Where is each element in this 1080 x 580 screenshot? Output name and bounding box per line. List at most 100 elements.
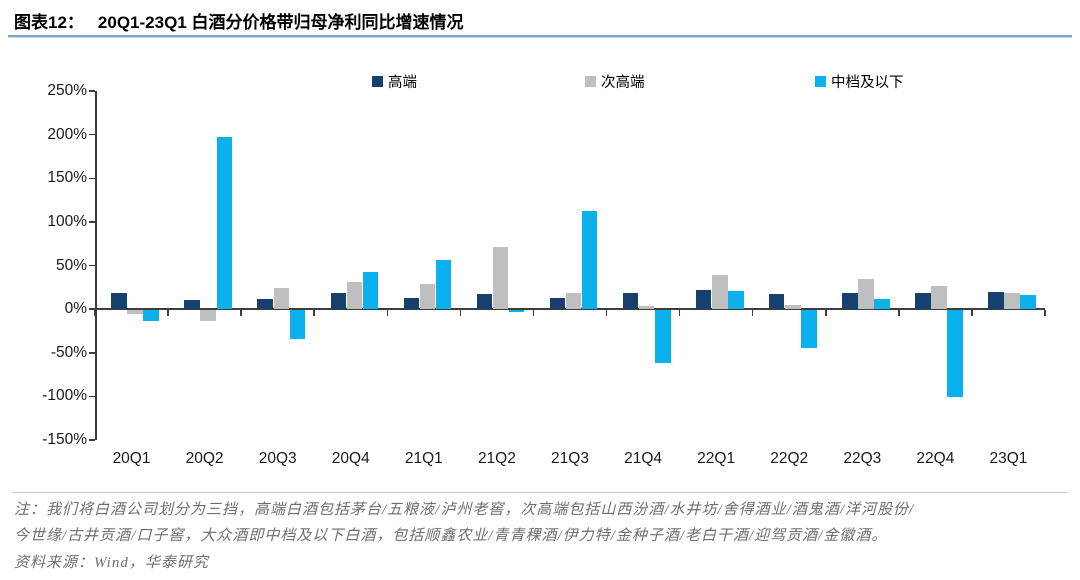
bar bbox=[655, 310, 671, 364]
title-divider bbox=[8, 35, 1072, 37]
x-axis-label: 21Q2 bbox=[477, 450, 516, 467]
y-axis-tick bbox=[89, 439, 95, 441]
y-axis-tick bbox=[89, 90, 95, 92]
x-axis-tick bbox=[240, 310, 242, 317]
y-axis-label: -150% bbox=[42, 431, 87, 448]
legend-label: 次高端 bbox=[601, 74, 645, 91]
bar bbox=[257, 298, 273, 310]
bar bbox=[403, 297, 420, 310]
legend-item: 次高端 bbox=[585, 72, 645, 91]
bar bbox=[330, 293, 347, 310]
x-axis-label: 20Q3 bbox=[258, 450, 297, 467]
bar bbox=[111, 293, 127, 310]
bar bbox=[581, 210, 598, 310]
y-axis-tick bbox=[89, 221, 95, 223]
y-axis-label: -50% bbox=[50, 343, 87, 361]
bar bbox=[695, 289, 712, 310]
x-axis-tick bbox=[459, 310, 462, 317]
y-axis-label: 0% bbox=[64, 300, 87, 318]
bar bbox=[143, 310, 159, 321]
x-axis-label: 23Q1 bbox=[989, 450, 1028, 467]
x-axis-tick bbox=[678, 310, 681, 317]
legend-swatch bbox=[815, 75, 826, 87]
chart-legend: 高端 次高端 中档及以下 bbox=[0, 72, 1080, 91]
bar bbox=[419, 283, 436, 310]
bar bbox=[492, 247, 509, 310]
bar bbox=[622, 293, 639, 310]
legend-label: 高端 bbox=[388, 74, 417, 91]
x-axis-tick bbox=[971, 310, 973, 317]
bar bbox=[768, 294, 785, 310]
chart-note-line2: 今世缘/古井贡酒/口子窖，大众酒即中档及以下白酒，包括顺鑫农业/青青稞酒/伊力特… bbox=[14, 528, 888, 544]
y-axis-label: 200% bbox=[47, 125, 87, 143]
x-axis-label: 21Q3 bbox=[551, 450, 589, 467]
bar bbox=[931, 286, 947, 310]
bar bbox=[728, 290, 744, 310]
bar bbox=[1004, 293, 1020, 310]
bar bbox=[947, 310, 963, 398]
x-axis-tick bbox=[313, 310, 315, 317]
x-axis-tick bbox=[605, 310, 608, 317]
chart-note-line1: 注：我们将白酒公司划分为三挡，高端白酒包括茅台/五粮液/泸州老窖，次高端包括山西… bbox=[14, 502, 915, 518]
x-axis-label: 22Q2 bbox=[770, 450, 809, 467]
x-axis-label: 20Q4 bbox=[331, 450, 370, 467]
legend-item: 中档及以下 bbox=[815, 72, 904, 91]
x-axis-label: 20Q2 bbox=[185, 450, 224, 467]
y-axis-label: -100% bbox=[42, 387, 87, 405]
notes-divider bbox=[12, 492, 1068, 493]
bar bbox=[549, 297, 566, 310]
y-axis-line bbox=[95, 91, 97, 440]
bar bbox=[801, 310, 817, 348]
x-axis-tick bbox=[94, 310, 96, 317]
bar bbox=[988, 291, 1004, 310]
y-axis-tick bbox=[89, 308, 95, 310]
y-axis-tick bbox=[89, 395, 95, 398]
x-axis-label: 22Q3 bbox=[843, 450, 882, 467]
bar bbox=[289, 310, 306, 339]
bar bbox=[785, 304, 801, 310]
x-axis-label: 21Q1 bbox=[404, 450, 443, 467]
bar bbox=[200, 310, 216, 321]
x-axis-tick bbox=[751, 310, 754, 317]
bar bbox=[476, 294, 493, 310]
bar bbox=[842, 293, 858, 310]
y-axis-tick bbox=[89, 177, 95, 179]
bar bbox=[127, 310, 143, 314]
bar bbox=[508, 310, 525, 312]
y-axis-label: 250% bbox=[47, 82, 87, 99]
bar bbox=[858, 279, 874, 310]
bar bbox=[565, 293, 582, 310]
legend-swatch bbox=[372, 75, 383, 87]
bar bbox=[874, 298, 890, 310]
x-axis-label: 22Q4 bbox=[916, 450, 955, 467]
y-axis-tick bbox=[89, 264, 95, 267]
x-axis-tick bbox=[167, 310, 169, 317]
legend-label: 中档及以下 bbox=[831, 74, 904, 91]
bar bbox=[362, 272, 379, 310]
bar bbox=[638, 305, 655, 310]
bar bbox=[184, 300, 200, 310]
x-axis-tick bbox=[825, 310, 827, 317]
legend-item: 高端 bbox=[372, 72, 417, 91]
y-axis-tick bbox=[89, 133, 95, 136]
bar bbox=[435, 260, 452, 310]
x-axis-tick bbox=[1044, 310, 1046, 317]
figure-title: 20Q1-23Q1 白酒分价格带归母净利同比增速情况 bbox=[97, 13, 464, 32]
figure-number: 图表12： bbox=[14, 13, 84, 32]
x-axis-tick bbox=[898, 310, 900, 317]
bar bbox=[216, 137, 233, 310]
bar bbox=[273, 288, 290, 310]
bar bbox=[712, 275, 728, 310]
figure-header: 图表12： 20Q1-23Q1 白酒分价格带归母净利同比增速情况 bbox=[14, 8, 463, 33]
x-axis-tick bbox=[386, 310, 389, 317]
legend-swatch bbox=[585, 75, 596, 87]
y-axis-label: 150% bbox=[47, 169, 87, 187]
x-axis-label: 21Q4 bbox=[624, 450, 663, 467]
chart-source: 资料来源：Wind，华泰研究 bbox=[14, 555, 209, 571]
bar bbox=[1020, 295, 1036, 310]
y-axis-label: 100% bbox=[47, 212, 87, 230]
bar bbox=[915, 292, 931, 310]
x-axis-line bbox=[95, 308, 1045, 311]
y-axis-tick bbox=[89, 352, 95, 354]
